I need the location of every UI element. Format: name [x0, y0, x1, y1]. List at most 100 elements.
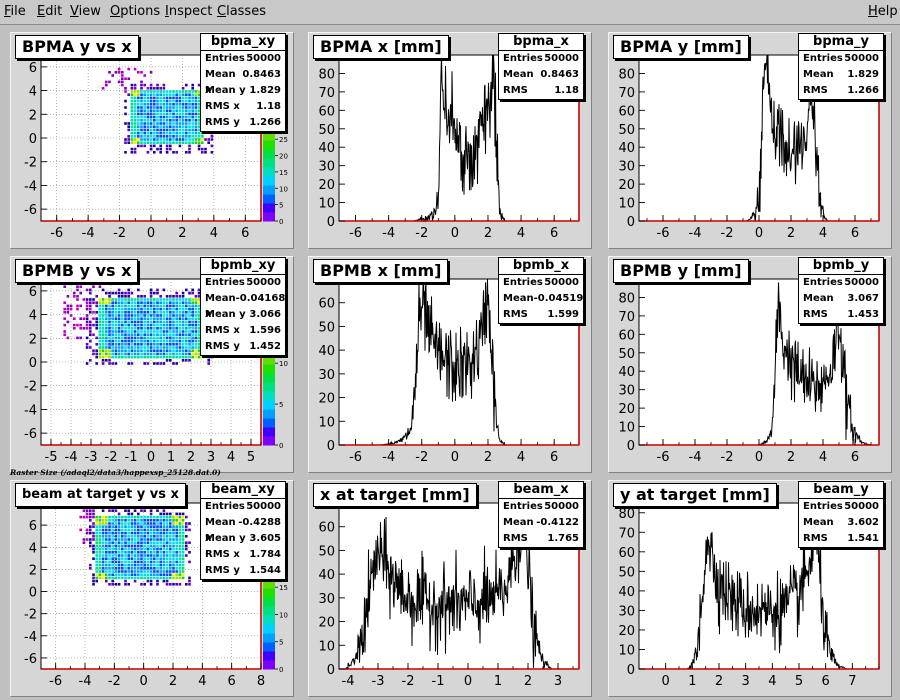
heatmap-cell — [124, 122, 127, 125]
heatmap-cell — [169, 135, 172, 138]
pad-beam_xy[interactable]: 0 5 10 15 -6 -4 -2 0 2 4 6 8 -6 -4 -2 0 2 4 6 beam at targe… — [10, 480, 294, 697]
heatmap-cell — [124, 112, 127, 116]
heatmap-cell — [175, 298, 178, 301]
heatmap-cell — [149, 115, 153, 119]
heatmap-cell — [188, 144, 191, 148]
heatmap-cell — [143, 535, 146, 538]
menu-view[interactable]: View — [70, 4, 101, 19]
heatmap-cell — [146, 557, 150, 560]
pad-title: BPMA y [mm] — [613, 35, 749, 59]
heatmap-cell — [149, 125, 153, 128]
heatmap-cell — [172, 346, 175, 349]
heatmap-cell — [124, 538, 127, 541]
heatmap-cell — [111, 583, 114, 586]
heatmap-cell — [137, 96, 140, 100]
pad-bpmb_x[interactable]: -6-4-20246010203040506070BPMB x [mm]bpmb… — [308, 256, 592, 473]
heatmap-cell — [95, 317, 98, 320]
pad-beam_y[interactable]: 0 1 2 3 4 5 6 7 0 10 20 30 40 50 60 70 80 y at target [mm… — [608, 480, 892, 697]
heatmap-cell — [133, 304, 137, 308]
heatmap-cell — [146, 576, 150, 580]
pad-title: BPMA y vs x — [15, 35, 139, 59]
heatmap-cell — [117, 311, 121, 314]
heatmap-cell — [146, 538, 150, 541]
x-tick-label: -2 — [721, 226, 734, 241]
colorbar-segment — [263, 579, 275, 589]
heatmap-cell — [117, 330, 121, 333]
heatmap-cell — [117, 349, 121, 352]
heatmap-cell — [111, 570, 114, 573]
menu-edit[interactable]: Edit — [37, 4, 63, 19]
pad-bpma_xy[interactable]: 0 5 10 15 20 25 -6 -4 -2 0 2 4 6 -6 -4 -2 0 2 4 6 BPMA y vs … — [10, 32, 294, 249]
heatmap-cell — [111, 547, 114, 551]
heatmap-cell — [133, 567, 137, 570]
pad-bpmb_xy[interactable]: 0 5 10 -5 -4 -3 -2 -1 0 1 2 3 4 5 -6 -4 -2 0 2 4 6 BPMB y vs … — [10, 256, 294, 473]
x-tick-label: 0 — [140, 674, 148, 689]
heatmap-cell — [197, 122, 201, 125]
heatmap-cell — [121, 560, 124, 564]
heatmap-cell — [127, 323, 130, 327]
heatmap-cell — [153, 519, 156, 522]
heatmap-cell — [175, 551, 178, 554]
heatmap-cell — [108, 320, 111, 324]
heatmap-cell — [121, 333, 124, 336]
colorbar-segment — [263, 660, 275, 670]
x-tick-label: -6 — [657, 450, 670, 465]
heatmap-cell — [191, 106, 194, 109]
heatmap-cell — [162, 557, 166, 560]
heatmap-cell — [153, 311, 156, 314]
heatmap-cell — [146, 327, 150, 330]
heatmap-cell — [82, 541, 86, 544]
heatmap-cell — [156, 304, 159, 308]
heatmap-cell — [63, 330, 66, 333]
heatmap-cell — [143, 144, 146, 148]
heatmap-cell — [175, 547, 178, 551]
heatmap-cell — [149, 317, 153, 320]
heatmap-cell — [156, 567, 159, 570]
pad-beam_x[interactable]: -4-3-2-10123010203040506070x at target [… — [308, 480, 592, 697]
heatmap-cell — [191, 131, 194, 135]
heatmap-cell — [149, 122, 153, 125]
heatmap-cell — [197, 327, 201, 330]
heatmap-cell — [105, 541, 108, 544]
heatmap-cell — [178, 112, 182, 116]
menu-inspect[interactable]: Inspect — [165, 4, 213, 19]
heatmap-cell — [98, 301, 102, 304]
y-tick-label: 20 — [318, 616, 335, 631]
heatmap-cell — [194, 314, 198, 317]
pad-bpma_x[interactable]: -6-4-202460102030405060708090BPMA x [mm]… — [308, 32, 592, 249]
heatmap-cell — [156, 554, 159, 557]
heatmap-cell — [95, 531, 98, 535]
heatmap-cell — [185, 119, 188, 122]
heatmap-cell — [153, 554, 156, 557]
menu-classes[interactable]: Classes — [217, 4, 266, 19]
heatmap-cell — [172, 531, 175, 535]
stats-key: Mean — [503, 69, 534, 80]
heatmap-cell — [127, 317, 130, 320]
pad-bpmb_y[interactable]: -6 -4 -2 0 2 4 6 0 10 20 30 40 50 60 70 80 BPMB y [mm] bp… — [608, 256, 892, 473]
heatmap-cell — [140, 131, 143, 135]
heatmap-cell — [165, 576, 169, 580]
stats-value: 1.541 — [847, 533, 879, 544]
heatmap-cell — [169, 570, 172, 573]
heatmap-cell — [114, 576, 118, 580]
heatmap-cell — [95, 343, 98, 346]
root-canvas[interactable]: 0 5 10 15 20 25 -6 -4 -2 0 2 4 6 -6 -4 -2 0 2 4 6 BPMA y vs … — [0, 25, 900, 700]
menu-options[interactable]: Options — [110, 4, 161, 19]
menu-file[interactable]: File — [4, 4, 26, 19]
menu-help[interactable]: Help — [868, 4, 898, 19]
colorbar-tick-label: 10 — [279, 185, 288, 193]
heatmap-cell — [178, 339, 182, 343]
heatmap-cell — [143, 531, 146, 535]
colorbar-segment — [263, 642, 275, 652]
heatmap-cell — [111, 327, 114, 330]
heatmap-cell — [89, 291, 92, 295]
x-tick-label: 1 — [688, 674, 696, 689]
heatmap-cell — [156, 560, 159, 564]
heatmap-cell — [82, 515, 86, 519]
heatmap-cell — [175, 125, 178, 128]
heatmap-cell — [149, 314, 153, 317]
heatmap-cell — [111, 362, 114, 365]
heatmap-cell — [185, 525, 188, 528]
pad-bpma_y[interactable]: -6 -4 -2 0 2 4 6 0 10 20 30 40 50 60 70 80 BPMA y [mm] bp… — [608, 32, 892, 249]
